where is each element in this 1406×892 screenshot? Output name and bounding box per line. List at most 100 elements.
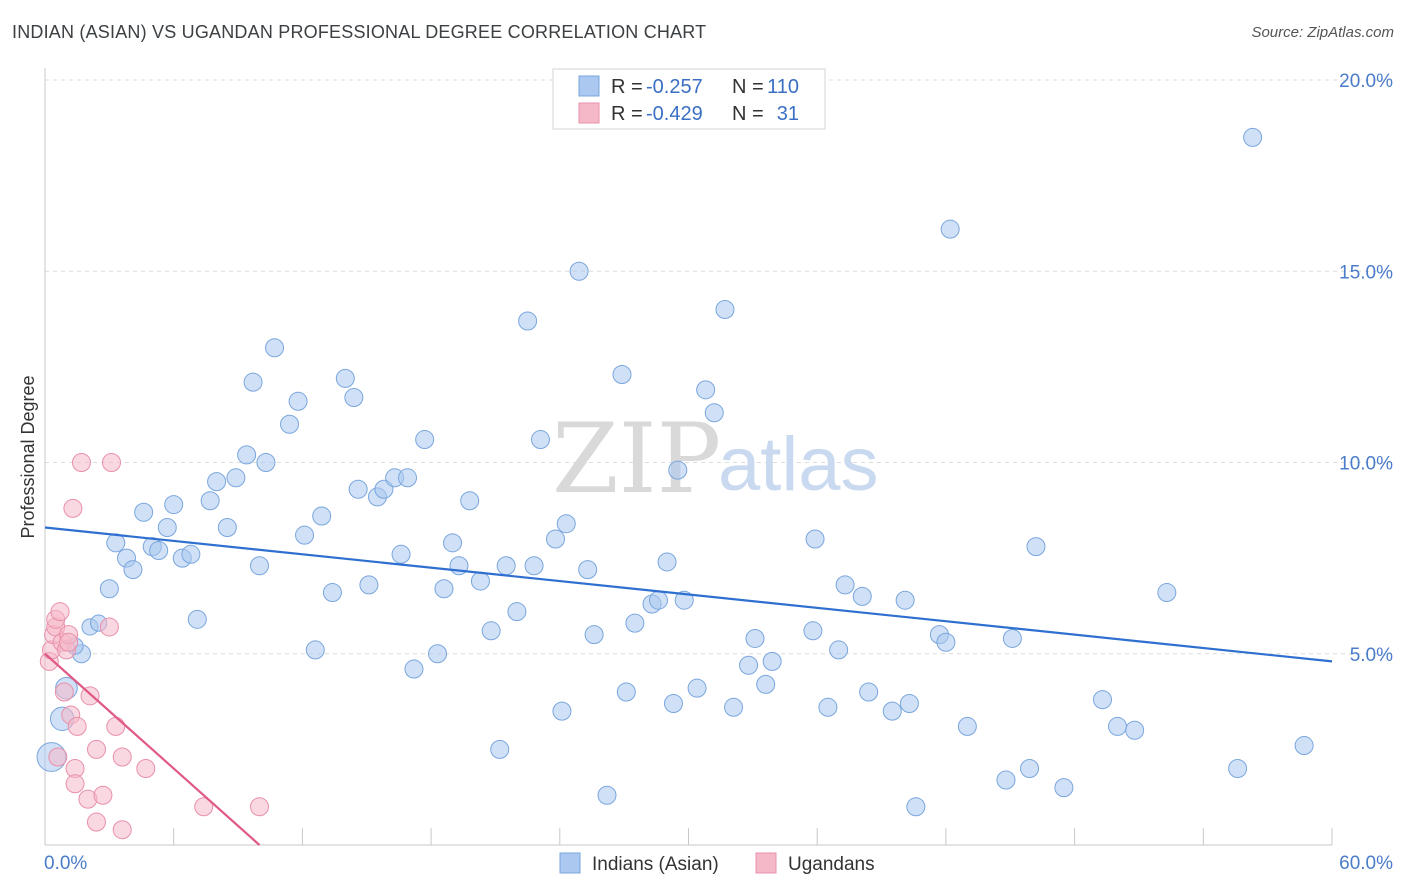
indians-point: [134, 502, 154, 522]
indians-point: [404, 659, 424, 679]
indians-point: [668, 460, 688, 480]
indians-point: [496, 556, 516, 576]
indians-point: [906, 797, 926, 817]
ugandans-point: [67, 716, 87, 736]
indians-point: [1228, 759, 1248, 778]
indians-point: [1157, 583, 1177, 603]
ugandans-point: [86, 812, 106, 832]
bottom-legend-label-ugandans: Ugandans: [788, 854, 875, 875]
ugandans-point: [65, 774, 85, 794]
indians-point: [157, 518, 177, 538]
y-tick-label: 15.0%: [1339, 262, 1393, 283]
ugandans-point: [112, 747, 132, 767]
indians-point: [762, 651, 782, 671]
indians-point: [344, 387, 364, 407]
ugandans-point: [63, 498, 83, 518]
indians-point: [348, 479, 368, 499]
indians-point: [530, 430, 550, 450]
ugandans-point: [54, 682, 74, 702]
indians-point: [434, 579, 454, 599]
indians-point: [648, 590, 668, 610]
indians-trend-line: [44, 526, 1333, 663]
indians-point: [704, 403, 724, 423]
indians-point: [524, 556, 544, 576]
correlation-legend: R = -0.257 N = 110 R = -0.429 N = 31: [552, 68, 826, 130]
y-tick-label: 20.0%: [1339, 71, 1393, 92]
gridlines: [45, 79, 1392, 655]
indians-point: [674, 590, 694, 610]
indians-point: [207, 472, 227, 492]
bottom-legend-label-indians: Indians (Asian): [592, 854, 719, 875]
legend-r-value-1: -0.257: [646, 76, 703, 98]
series-legend: Indians (Asian) Ugandans: [559, 852, 875, 875]
indians-point: [181, 544, 201, 564]
indians-point: [803, 621, 823, 641]
indians-point: [546, 529, 566, 549]
legend-swatch-indians: [578, 75, 600, 97]
indians-point: [200, 491, 220, 511]
legend-n-label-1: N =: [732, 76, 764, 98]
indians-point: [835, 575, 855, 595]
y-tick-label: 5.0%: [1350, 645, 1393, 666]
indians-point: [250, 556, 269, 576]
indians-point: [597, 785, 617, 805]
indians-point: [99, 579, 119, 599]
y-axis-label: Professional Degree: [18, 375, 38, 538]
indians-point: [1002, 628, 1022, 648]
legend-r-label-1: R =: [611, 76, 643, 98]
indians-point: [295, 525, 315, 545]
ugandans-point: [106, 716, 126, 736]
indians-point: [663, 693, 683, 713]
indians-point: [829, 640, 849, 660]
indians-point: [657, 552, 677, 572]
watermark-atlas: atlas: [718, 422, 879, 507]
indians-point: [805, 529, 825, 549]
indians-point: [322, 583, 342, 603]
indians-point: [1020, 759, 1040, 778]
legend-r-value-2: -0.429: [646, 103, 703, 125]
ugandans-point: [71, 453, 91, 472]
watermark-zip: ZIP: [552, 403, 721, 515]
indians-point: [443, 533, 463, 553]
indians-point: [852, 586, 872, 606]
indians-point: [226, 468, 246, 488]
y-tick-label: 10.0%: [1339, 454, 1393, 475]
data-points: [36, 127, 1314, 840]
indians-point: [687, 678, 707, 698]
ugandans-point: [112, 820, 132, 840]
indians-point: [552, 701, 572, 721]
indians-point: [882, 701, 902, 721]
ugandans-point: [48, 747, 68, 767]
legend-n-value-2: 31: [777, 103, 799, 125]
indians-point: [569, 261, 589, 281]
indians-point: [164, 495, 184, 515]
trend-lines: [44, 526, 1333, 846]
indians-point: [625, 613, 645, 633]
indians-point: [335, 368, 355, 388]
indians-point: [756, 674, 776, 694]
ugandans-point: [101, 453, 121, 472]
indians-point: [715, 300, 735, 319]
indians-point: [1294, 736, 1314, 756]
indians-point: [256, 453, 276, 472]
indians-point: [612, 365, 632, 385]
indians-point: [490, 739, 510, 759]
indians-point: [556, 514, 576, 534]
indians-point: [428, 644, 448, 664]
indians-point: [470, 571, 490, 591]
ugandans-point: [59, 632, 79, 652]
indians-point: [696, 380, 716, 400]
indians-point: [996, 770, 1016, 790]
indians-point: [818, 697, 838, 717]
indians-point: [584, 625, 604, 645]
indians-point: [616, 682, 636, 702]
indians-point: [243, 372, 263, 392]
legend-n-value-1: 110: [767, 76, 799, 98]
legend-n-label-2: N =: [732, 103, 764, 125]
indians-point: [415, 430, 435, 450]
indians-point: [288, 391, 308, 411]
indians-point: [123, 560, 143, 580]
y-axis-tick-labels: 5.0% 10.0% 15.0% 20.0%: [1339, 71, 1393, 666]
x-axis-ticks: [44, 828, 1333, 845]
